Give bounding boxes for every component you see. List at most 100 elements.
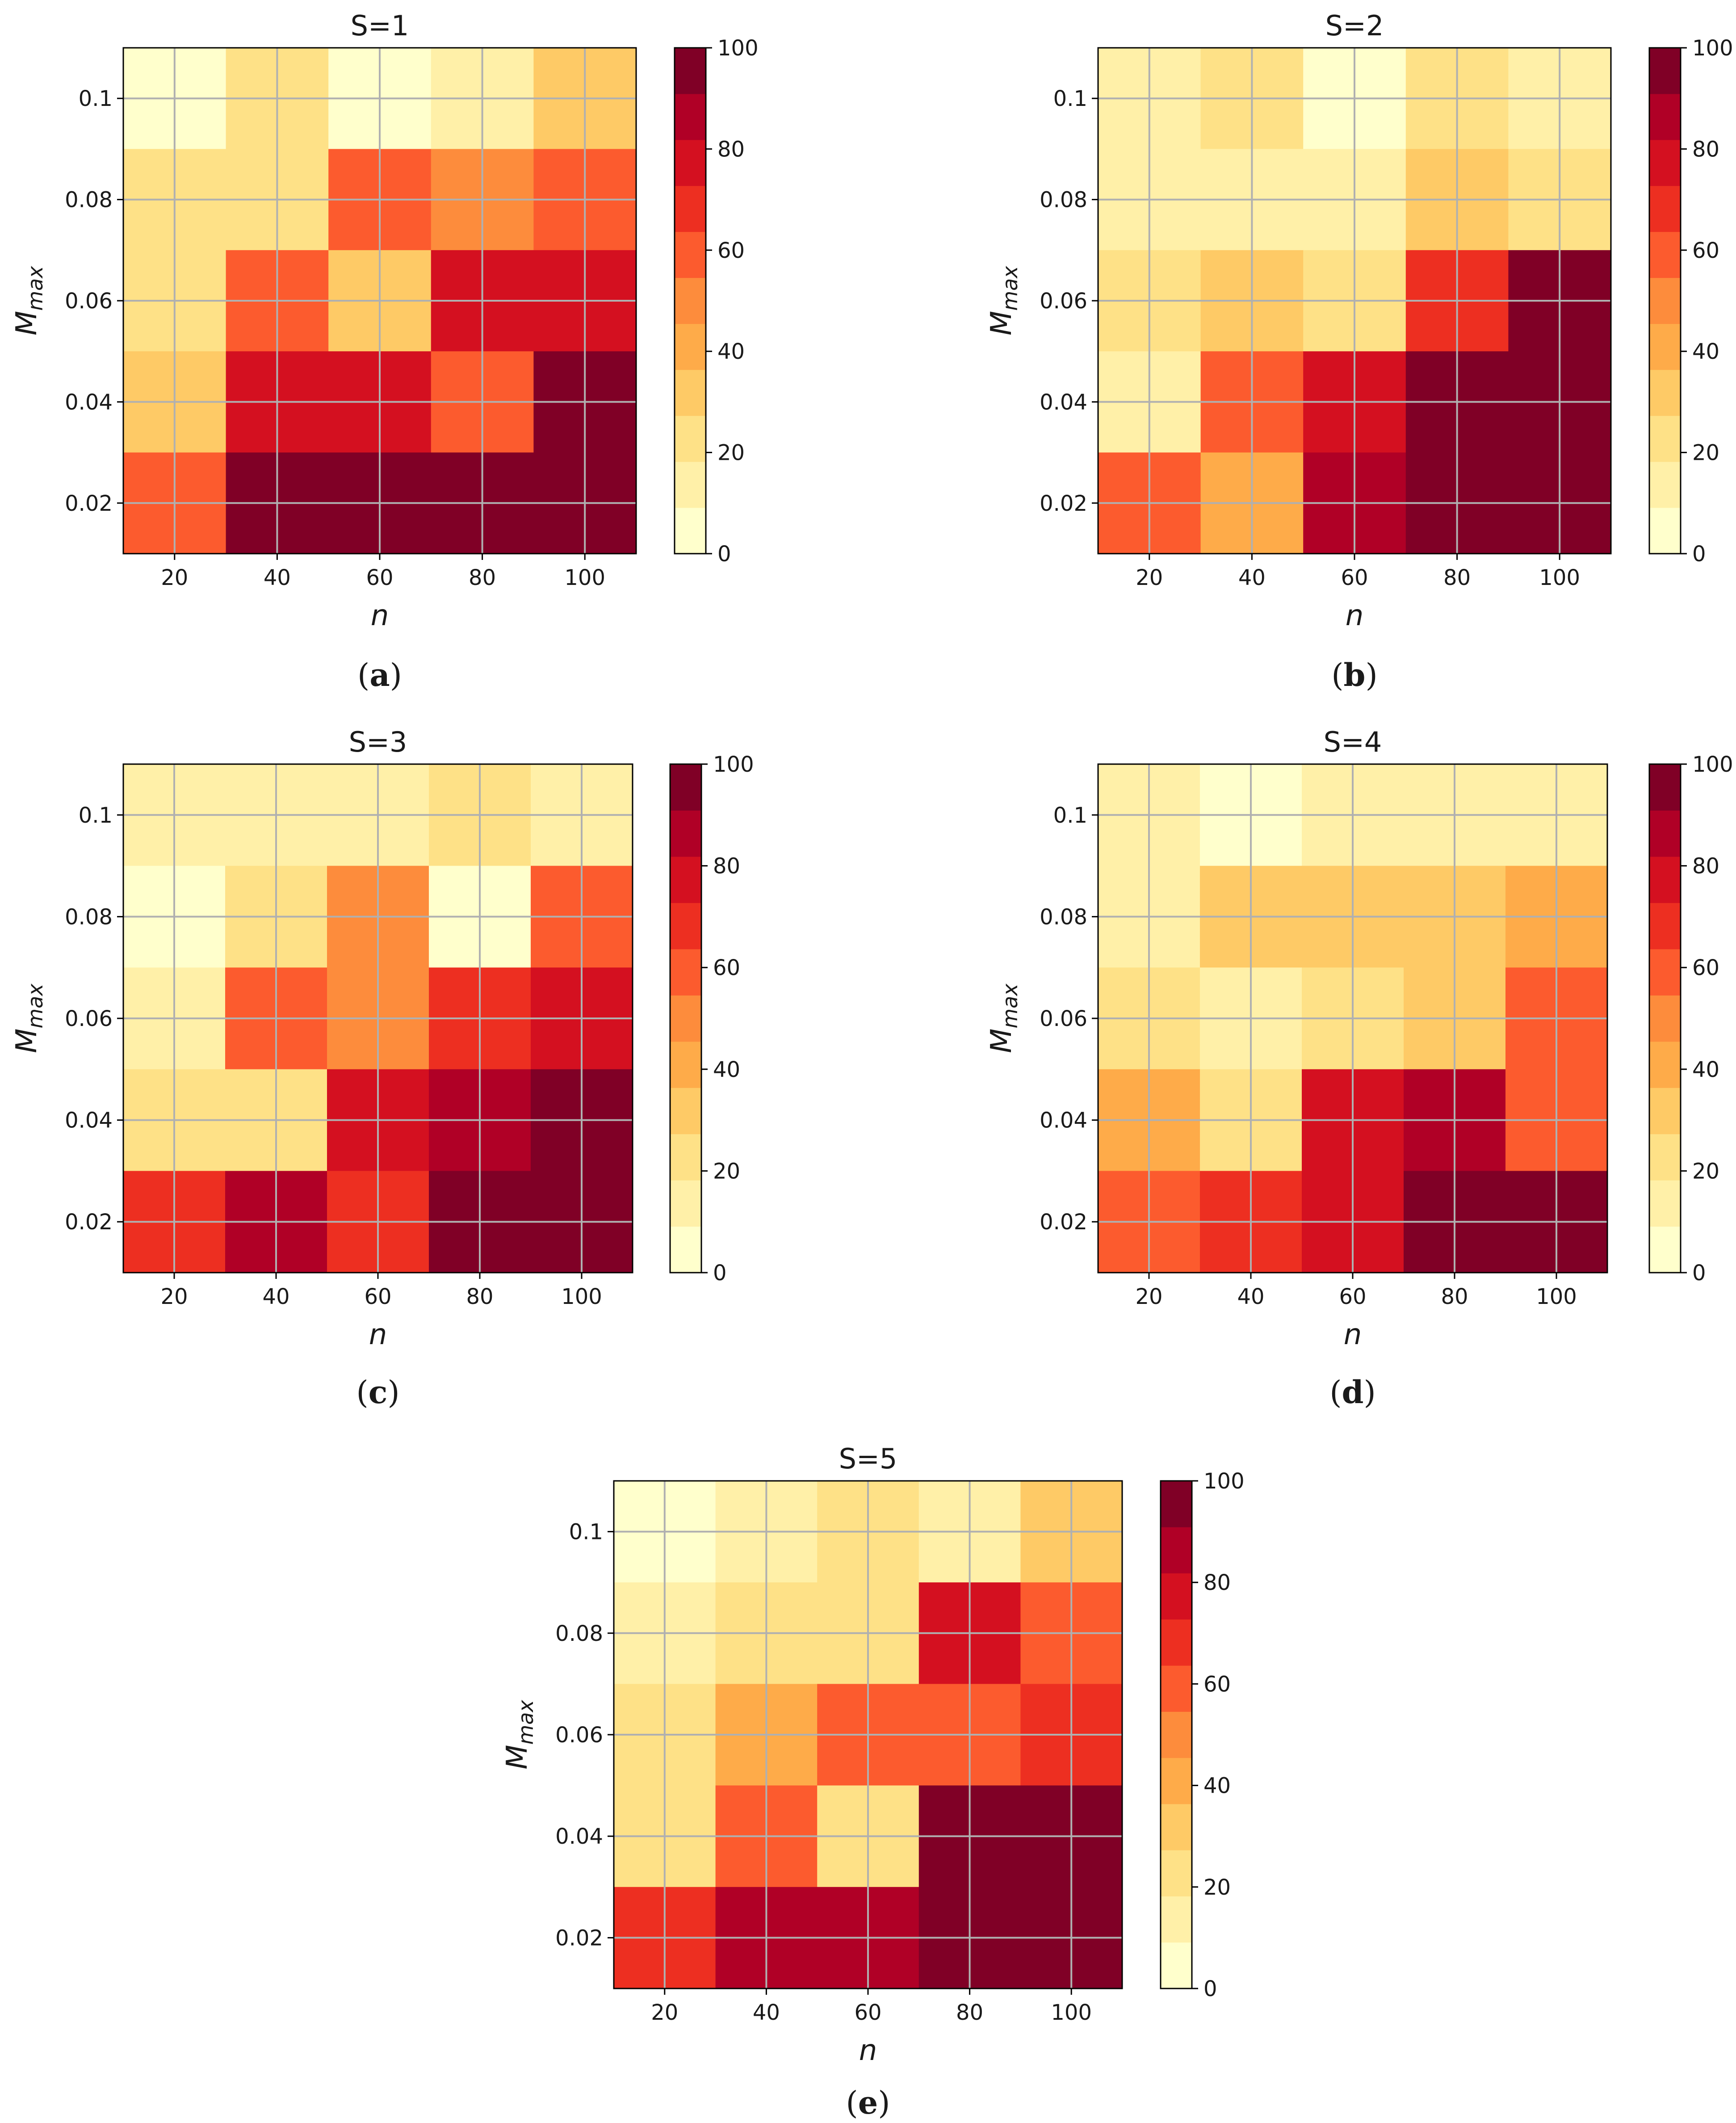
colorbar-frame: [669, 763, 702, 1274]
colorbar-tick-label: 80: [717, 137, 745, 162]
colorbar: 0 20 40 60 80 100: [674, 36, 759, 567]
colorbar-tick-label: 20: [1203, 1875, 1231, 1900]
colorbar-tick-label: 100: [717, 36, 759, 61]
colorbar-bin: [1161, 1527, 1192, 1574]
colorbar-bin: [1649, 764, 1681, 811]
y-tick-label: 0.04: [65, 1108, 113, 1133]
x-tick-label: 80: [956, 2000, 983, 2025]
y-tick-label: 0.1: [79, 86, 113, 111]
x-tick-label: 100: [1536, 1284, 1577, 1309]
colorbar-bin: [675, 93, 706, 140]
colorbar-tick-label: 80: [1203, 1570, 1231, 1595]
x-tick-label: 100: [1051, 2000, 1092, 2025]
colorbar-bin: [670, 995, 701, 1042]
x-tick-label: 20: [651, 2000, 678, 2025]
colorbar-bin: [670, 1041, 701, 1088]
colorbar-tick-label: 60: [717, 238, 745, 263]
colorbar-tick-label: 40: [1692, 1057, 1719, 1082]
x-tick-label: 20: [1135, 1284, 1162, 1309]
colorbar-bin: [1649, 810, 1681, 857]
colorbar-tick-label: 0: [1203, 1976, 1217, 2001]
colorbar-bin: [1649, 1226, 1681, 1273]
colorbar-bin: [1649, 1180, 1681, 1227]
colorbar-bin: [1649, 1134, 1681, 1181]
colorbar: 0 20 40 60 80 100: [1648, 36, 1733, 567]
colorbar-bin: [1161, 1619, 1192, 1666]
y-axis-label: Mmax: [10, 984, 47, 1053]
panel-label: (d): [1329, 1374, 1376, 1411]
colorbar-bin: [1649, 185, 1681, 232]
chart-title: S=5: [839, 1442, 897, 1475]
colorbar-tick-label: 0: [1692, 1261, 1706, 1286]
colorbar-bin: [670, 949, 701, 996]
colorbar-bin: [675, 462, 706, 508]
y-tick-label: 0.02: [1040, 1210, 1087, 1235]
x-tick-label: 80: [466, 1284, 493, 1309]
colorbar-tick-label: 40: [713, 1057, 740, 1082]
y-tick-label: 0.06: [65, 1006, 113, 1031]
colorbar-bin: [675, 231, 706, 278]
x-axis-label: n: [1346, 599, 1364, 632]
y-tick-label: 0.08: [555, 1621, 603, 1646]
heatmap-panel-b: 20 40 60 80 100 0.1 0.08 0.06 0.04 0.02 S=2 n Mmax 0 2…: [985, 9, 1733, 694]
colorbar-bin: [1649, 995, 1681, 1042]
x-tick-label: 60: [1339, 1284, 1366, 1309]
colorbar-bin: [1161, 1481, 1192, 1527]
colorbar-bin: [1161, 1850, 1192, 1896]
colorbar-tick-label: 20: [1692, 441, 1719, 466]
y-tick-label: 0.06: [65, 289, 113, 314]
colorbar-bin: [1161, 1711, 1192, 1758]
x-axis-label: n: [859, 2034, 877, 2067]
colorbar-bin: [1649, 462, 1681, 508]
y-axis-label: Mmax: [501, 1700, 538, 1770]
colorbar-frame: [1648, 763, 1681, 1274]
y-tick-label: 0.02: [65, 491, 113, 516]
colorbar-frame: [674, 47, 707, 555]
y-tick-label: 0.02: [65, 1210, 113, 1235]
panel-label: (b): [1331, 656, 1378, 694]
colorbar-bin: [1649, 277, 1681, 324]
x-tick-label: 80: [469, 565, 496, 590]
heatmap-panel-d: 20 40 60 80 100 0.1 0.08 0.06 0.04 0.02 S=4 n Mmax 0 2…: [985, 726, 1733, 1411]
colorbar-bin: [675, 370, 706, 416]
colorbar-bin: [1649, 324, 1681, 370]
colorbar-bin: [1649, 231, 1681, 278]
colorbar-bin: [1649, 139, 1681, 186]
colorbar-tick-label: 0: [1692, 542, 1706, 567]
colorbar-tick-label: 100: [1692, 752, 1733, 777]
x-tick-label: 40: [753, 2000, 780, 2025]
y-tick-label: 0.1: [79, 803, 113, 828]
colorbar-bin: [670, 1088, 701, 1135]
colorbar-tick-label: 80: [1692, 137, 1719, 162]
colorbar-bin: [670, 1134, 701, 1181]
colorbar: 0 20 40 60 80 100: [669, 752, 754, 1286]
colorbar-bin: [1649, 508, 1681, 554]
colorbar-bin: [1649, 1088, 1681, 1135]
colorbar-tick-label: 80: [713, 854, 740, 879]
x-tick-label: 100: [564, 565, 605, 590]
x-tick-label: 60: [1341, 565, 1368, 590]
y-tick-label: 0.1: [569, 1520, 603, 1545]
x-axis-label: n: [369, 1318, 387, 1351]
colorbar-tick-label: 40: [1203, 1774, 1231, 1799]
colorbar-bin: [670, 903, 701, 950]
x-axis-label: n: [1344, 1318, 1362, 1351]
y-tick-label: 0.08: [1040, 188, 1087, 213]
x-tick-label: 20: [160, 1284, 188, 1309]
y-tick-label: 0.1: [1053, 803, 1087, 828]
colorbar-bin: [1649, 1041, 1681, 1088]
panel-label: (c): [356, 1374, 399, 1411]
colorbar: 0 20 40 60 80 100: [1648, 752, 1733, 1286]
colorbar-bin: [1649, 48, 1681, 94]
colorbar-tick-label: 20: [1692, 1159, 1719, 1184]
y-tick-label: 0.04: [555, 1824, 603, 1849]
heatmap-panel-e: 20 40 60 80 100 0.1 0.08 0.06 0.04 0.02 S=5 n Mmax 0 2…: [501, 1442, 1245, 2121]
colorbar-bin: [670, 856, 701, 903]
colorbar-tick-label: 40: [717, 339, 745, 364]
y-tick-label: 0.08: [1040, 904, 1087, 929]
x-tick-label: 100: [1539, 565, 1580, 590]
colorbar-tick-label: 60: [1692, 955, 1719, 980]
y-axis-label: Mmax: [985, 984, 1022, 1053]
y-tick-label: 0.08: [65, 904, 113, 929]
